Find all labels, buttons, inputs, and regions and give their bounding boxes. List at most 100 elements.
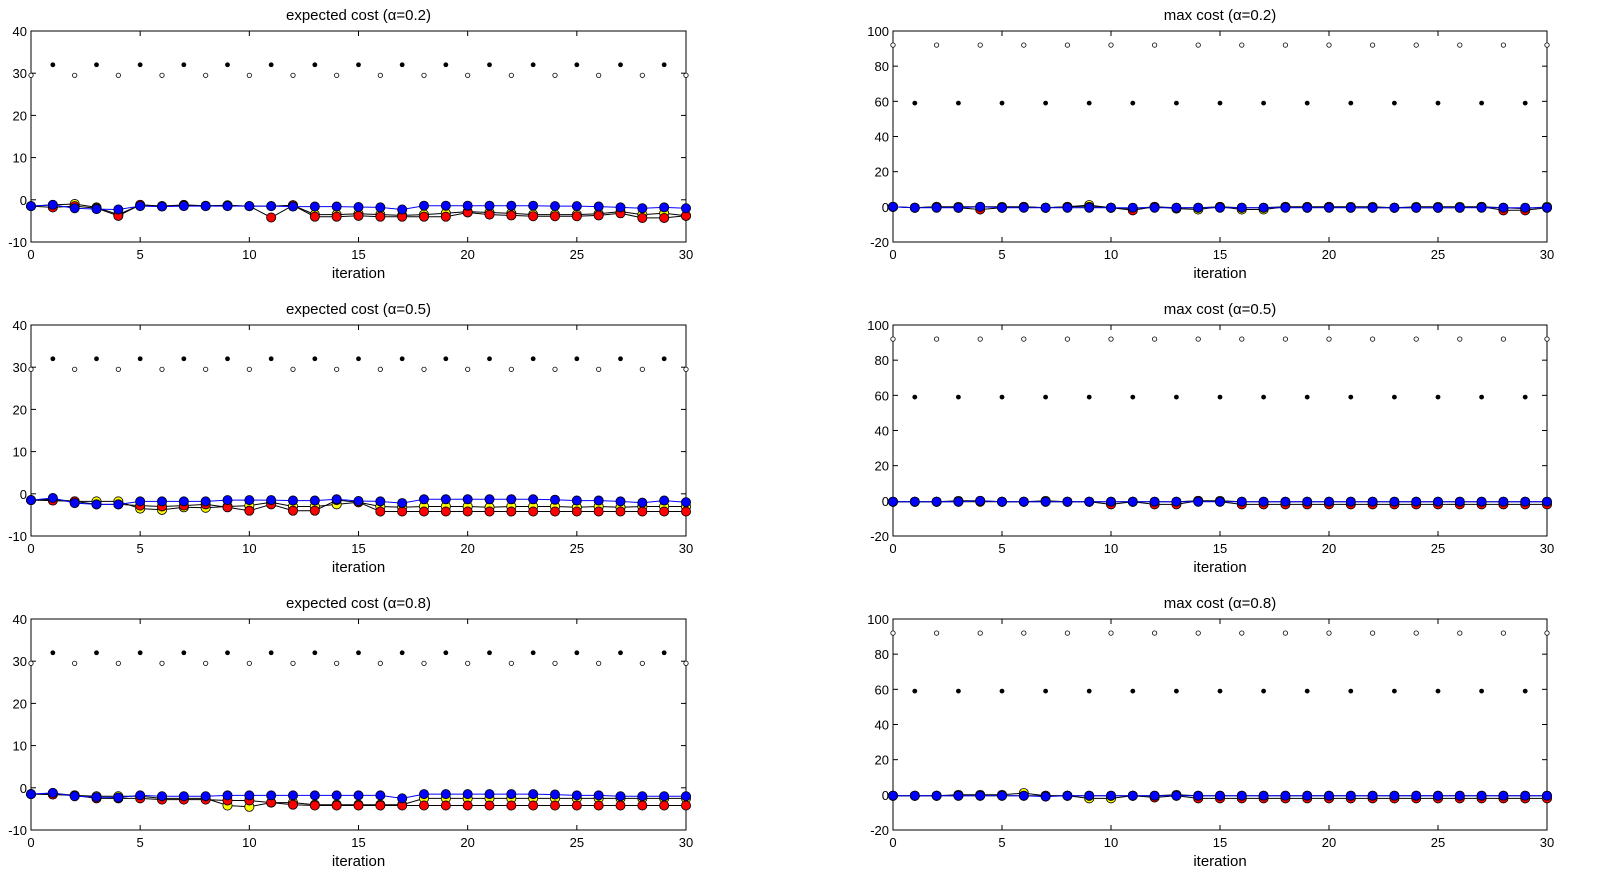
data-point-open [203,366,209,372]
series-blue [25,493,692,510]
y-tick-label: 30 [13,360,27,375]
y-tick-label: 80 [875,353,889,368]
x-tick-label: 20 [460,541,474,556]
data-point [1236,202,1247,213]
x-tick-label: 10 [1104,835,1118,850]
data-point [997,496,1008,507]
data-point [418,506,429,517]
data-point [309,505,320,516]
data-point [113,204,124,215]
data-point [1302,202,1313,213]
data-point [331,211,342,222]
data-point-filled [1174,394,1179,400]
data-point [637,791,648,802]
x-tick-label: 5 [998,541,1005,556]
data-point [615,202,626,213]
data-point-open [1152,42,1158,48]
data-point [1084,790,1095,801]
data-point-open [465,72,471,78]
data-point [331,201,342,212]
data-point-filled [487,62,492,68]
x-tick-label: 0 [889,541,896,556]
data-point [397,204,408,215]
y-tick-label: -10 [8,235,27,250]
x-tick-label: 0 [27,247,34,262]
data-point-filled [268,650,274,656]
data-point [244,495,255,506]
x-tick-label: 15 [351,835,365,850]
data-point [1280,202,1291,213]
data-point-open [1239,630,1245,636]
series-filled-markers [50,62,667,68]
data-point-open [1544,42,1550,48]
data-point [1454,790,1465,801]
data-point [528,211,539,222]
data-point-open [1457,42,1463,48]
y-tick-label: 30 [13,66,27,81]
x-axis-label: iteration [1193,265,1246,282]
x-tick-label: 5 [137,541,144,556]
data-point [1542,202,1553,213]
data-point-filled [1261,394,1266,400]
data-point [506,506,517,517]
y-tick-label: -10 [8,823,27,838]
data-point [178,496,189,507]
data-point [550,800,561,811]
data-point [200,791,211,802]
data-point [571,800,582,811]
y-tick-label: 10 [13,445,27,460]
data-point [506,494,517,505]
data-point [1542,496,1553,507]
data-point [1345,790,1356,801]
chart-title: expected cost (α=0.5) [286,301,431,318]
data-point [659,800,670,811]
data-point [1476,790,1487,801]
data-point-filled [268,62,274,68]
data-point-filled [1261,688,1266,694]
y-tick-label: 0 [20,781,27,796]
x-tick-label: 30 [1540,835,1554,850]
x-tick-label: 15 [351,247,365,262]
data-point-open [1500,336,1507,342]
data-point [1367,202,1378,213]
data-point-open [159,72,165,78]
data-point [615,791,626,802]
data-point-open [683,72,689,78]
data-point-open [203,660,209,666]
data-point [593,201,604,212]
data-point [1367,496,1378,507]
data-point [1280,790,1291,801]
y-tick-label: 80 [875,59,889,74]
data-point [550,494,561,505]
data-point-open [933,630,940,636]
data-point [681,497,692,508]
data-point [331,800,342,811]
data-point [1324,202,1335,213]
data-point [1084,202,1095,213]
data-point [113,792,124,803]
data-point-open [1064,630,1071,636]
x-tick-label: 5 [998,247,1005,262]
data-point-open [977,630,983,636]
series-blue [25,787,692,804]
data-point [1433,496,1444,507]
data-point-open [1370,336,1376,342]
data-point [244,201,255,212]
data-point-filled [1392,100,1397,106]
data-point [1498,790,1509,801]
data-point [1149,202,1160,213]
data-point-open [508,660,514,666]
data-point-filled [137,356,143,362]
data-point-open [1152,630,1158,636]
y-tick-label: -10 [8,529,27,544]
data-point [1127,496,1138,507]
data-point-open [334,72,340,78]
data-point [1193,496,1204,507]
x-tick-label: 20 [460,835,474,850]
data-point [637,203,648,214]
data-point [571,495,582,506]
data-point [1215,496,1226,507]
